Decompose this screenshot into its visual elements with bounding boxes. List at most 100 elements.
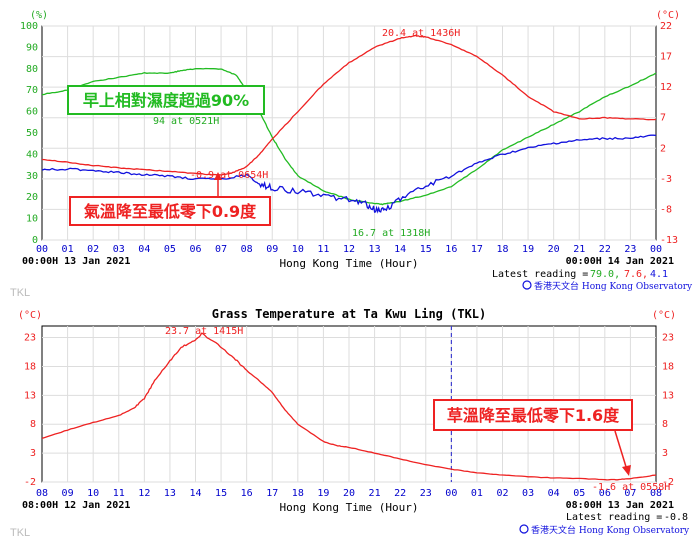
bottom-right-tick: 13: [662, 390, 674, 401]
top-x-tick: 03: [113, 244, 125, 255]
top-left-tick: 60: [26, 107, 38, 118]
top-left-tick: 0: [32, 235, 38, 246]
callout-humidity: 早上相對濕度超過90%: [67, 85, 265, 115]
bottom-x-tick: 06: [599, 488, 611, 499]
bottom-x-tick: 18: [292, 488, 304, 499]
callout-grass-text: 草溫降至最低零下1.6度: [447, 406, 620, 425]
bottom-x-tick: 22: [394, 488, 406, 499]
bottom-series-group: [41, 332, 657, 481]
top-xlabel: Hong Kong Time (Hour): [279, 257, 418, 270]
bottom-x-tick: 17: [266, 488, 278, 499]
top-left-tick: 20: [26, 192, 38, 203]
bottom-x-tick: 12: [138, 488, 150, 499]
top-series-group: [41, 34, 657, 214]
top-right-tick: 17: [660, 52, 672, 63]
top-x-axis: 00 01 02 03 04 05 06 07 08 09 10 11 12 13 14 15 16 17 18 19…: [36, 244, 662, 255]
top-station-watermark: TKL: [10, 287, 30, 299]
bottom-grid: [42, 326, 656, 483]
bottom-right-tick: -2: [662, 477, 674, 488]
bottom-x-tick: 08: [36, 488, 48, 499]
top-latest-label: Latest reading =: [492, 269, 588, 280]
top-x-tick: 20: [548, 244, 560, 255]
top-left-tick: 80: [26, 64, 38, 75]
top-x-tick: 14: [394, 244, 406, 255]
bottom-right-unit: (°C): [652, 310, 676, 321]
top-credit: 香港天文台 Hong Kong Observatory: [534, 280, 693, 292]
bottom-left-tick: 13: [24, 390, 36, 401]
top-x-tick: 04: [138, 244, 150, 255]
top-x-tick: 02: [87, 244, 99, 255]
bottom-x-tick: 21: [369, 488, 381, 499]
top-x-tick: 05: [164, 244, 176, 255]
bottom-left-unit: (°C): [18, 310, 42, 321]
bottom-x-tick: 00: [445, 488, 457, 499]
top-latest-other: 4.1: [650, 269, 668, 280]
bottom-xlabel: Hong Kong Time (Hour): [279, 501, 418, 514]
top-right-tick: -13: [660, 235, 678, 246]
callout-grass: 草溫降至最低零下1.6度: [433, 399, 633, 476]
bottom-x-tick: 09: [62, 488, 74, 499]
bottom-latest-label: Latest reading =: [566, 512, 662, 523]
top-right-tick: 7: [660, 113, 666, 124]
top-x-tick: 00: [36, 244, 48, 255]
top-right-tick: -8: [660, 204, 672, 215]
top-x-tick: 09: [266, 244, 278, 255]
top-x-tick: 17: [471, 244, 483, 255]
top-series-temperature: [41, 34, 657, 176]
bottom-series-grass_temp: [41, 332, 657, 481]
bottom-min-label: -1.6 at 0558H: [592, 482, 670, 493]
bottom-x-tick: 19: [317, 488, 329, 499]
bottom-right-tick: 8: [662, 419, 668, 430]
top-max-rh-label: 94 at 0521H: [153, 116, 219, 127]
top-x-tick: 21: [573, 244, 585, 255]
bottom-x-tick: 10: [87, 488, 99, 499]
top-left-tick: 90: [26, 42, 38, 53]
top-x-tick: 15: [420, 244, 432, 255]
bottom-x-tick: 08: [650, 488, 662, 499]
bottom-x-tick: 16: [241, 488, 253, 499]
callout-grass-arrowhead: [622, 465, 631, 476]
bottom-x-tick: 11: [113, 488, 125, 499]
top-min-temp-label: -0.9 at 0654H: [190, 170, 268, 181]
bottom-station-watermark: TKL: [10, 527, 30, 539]
bottom-end-label: 08:00H 13 Jan 2021: [566, 500, 674, 511]
bottom-right-tick: 18: [662, 361, 674, 372]
top-right-tick: -3: [660, 174, 672, 185]
top-left-axis: 0 10 20 30 40 50 60 70 80 90 100: [20, 21, 38, 246]
bottom-x-tick: 04: [548, 488, 560, 499]
top-x-tick: 13: [369, 244, 381, 255]
top-right-unit: (°C): [656, 10, 680, 21]
hko-logo-icon: [522, 280, 532, 290]
top-min-rh-label: 16.7 at 1318H: [352, 228, 430, 239]
top-x-tick: 16: [445, 244, 457, 255]
top-max-temp-label: 20.4 at 1436H: [382, 28, 460, 39]
bottom-right-tick: 3: [662, 448, 668, 459]
bottom-left-axis: 23 18 13 8 3 -2: [24, 333, 36, 488]
bottom-left-tick: 18: [24, 361, 36, 372]
bottom-left-tick: 3: [30, 448, 36, 459]
bottom-x-tick: 01: [471, 488, 483, 499]
top-x-tick: 23: [624, 244, 636, 255]
bottom-x-tick: 20: [343, 488, 355, 499]
top-left-tick: 50: [26, 128, 38, 139]
callout-temperature-arrowhead: [214, 172, 222, 180]
top-left-tick: 30: [26, 171, 38, 182]
bottom-right-axis: 23 18 13 8 3 -2: [662, 333, 674, 488]
callout-temperature-text: 氣溫降至最低零下0.9度: [84, 202, 257, 221]
top-x-tick: 00: [650, 244, 662, 255]
bottom-x-tick: 13: [164, 488, 176, 499]
bottom-x-tick: 23: [420, 488, 432, 499]
top-left-tick: 70: [26, 85, 38, 96]
callout-humidity-text: 早上相對濕度超過90%: [83, 91, 249, 110]
bottom-left-tick: 23: [24, 333, 36, 344]
top-x-tick: 22: [599, 244, 611, 255]
bottom-start-label: 08:00H 12 Jan 2021: [22, 500, 130, 511]
bottom-x-tick: 07: [624, 488, 636, 499]
bottom-max-label: 23.7 at 1415H: [165, 326, 243, 337]
top-series-humidity: [41, 67, 657, 206]
top-x-tick: 08: [241, 244, 253, 255]
top-left-tick: 40: [26, 149, 38, 160]
top-latest-rh: 79.0,: [590, 269, 620, 280]
